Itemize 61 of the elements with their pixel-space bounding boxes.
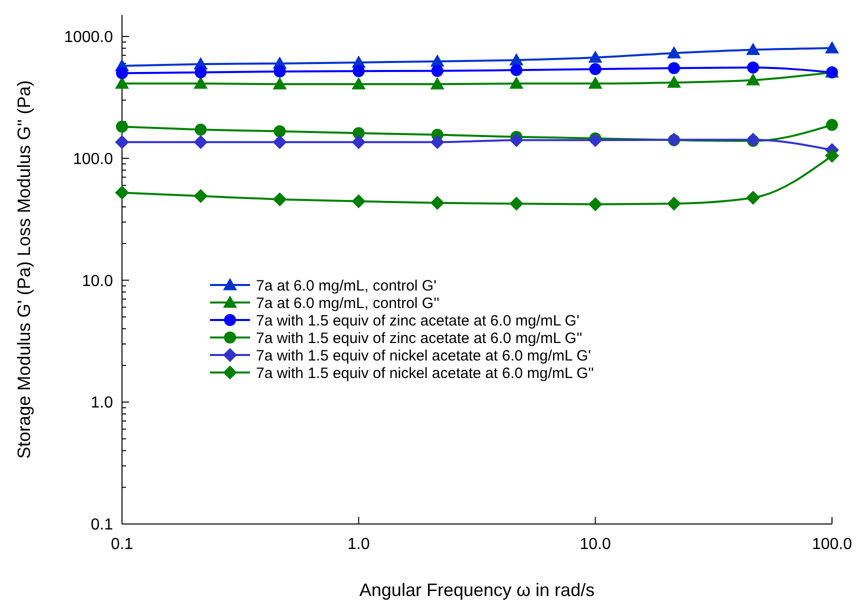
x-axis-title: Angular Frequency ω in rad/s <box>359 580 595 600</box>
point <box>430 135 444 150</box>
point <box>115 135 129 150</box>
point <box>272 135 287 150</box>
legend-label: 7a with 1.5 equiv of nickel acetate at 6.0 mg/mL G'' <box>256 364 594 382</box>
point <box>825 41 839 54</box>
point <box>588 197 602 212</box>
y-tick-label: 10.0 <box>82 272 114 290</box>
point <box>746 190 760 205</box>
point <box>431 64 444 77</box>
x-tick-label: 10.0 <box>580 536 612 553</box>
y-tick-label: 0.1 <box>90 516 114 534</box>
point <box>115 186 129 200</box>
y-axis-title: Storage Modulus G' (Pa) Loss Modulus G'' (Pa) <box>14 80 34 459</box>
y-tick-label: 1.0 <box>90 394 114 412</box>
point <box>746 73 760 86</box>
point <box>510 64 522 76</box>
point <box>352 135 366 150</box>
point <box>588 76 602 89</box>
point <box>825 148 839 163</box>
point <box>667 76 682 88</box>
point <box>509 76 524 89</box>
point <box>274 65 286 78</box>
point <box>352 65 365 78</box>
point <box>430 196 444 210</box>
point <box>668 62 680 74</box>
legend-label: 7a with 1.5 equiv of nickel acetate at 6.0 mg/mL G' <box>256 347 592 364</box>
point <box>116 67 128 80</box>
point <box>116 120 128 133</box>
point <box>747 62 760 74</box>
legend-label: 7a at 6.0 mg/mL, control G'' <box>256 294 440 312</box>
point <box>667 196 682 211</box>
x-tick-label: 0.1 <box>110 536 134 553</box>
x-tick-label: 100.0 <box>812 536 852 553</box>
point <box>194 124 207 136</box>
point <box>194 189 208 203</box>
point <box>272 192 287 206</box>
point <box>430 77 444 90</box>
point <box>115 76 129 89</box>
point <box>272 77 287 90</box>
legend-label: 7a with 1.5 equiv of zinc acetate at 6.0 mg/mL G' <box>256 312 580 330</box>
point <box>352 77 366 90</box>
point <box>194 76 208 89</box>
point <box>352 194 366 208</box>
y-tick-label: 100.0 <box>72 150 114 168</box>
point <box>509 196 524 211</box>
point <box>509 53 524 66</box>
point <box>667 46 682 58</box>
x-tick-label: 1.0 <box>348 536 370 553</box>
point <box>194 66 207 78</box>
point <box>746 42 760 55</box>
point <box>588 133 602 148</box>
point <box>589 63 602 76</box>
legend-label: 7a at 6.0 mg/mL, control G' <box>256 277 437 294</box>
y-tick-label: 1000.0 <box>64 29 114 46</box>
point <box>194 135 208 150</box>
point <box>509 133 524 148</box>
point <box>826 118 838 131</box>
point <box>274 125 286 138</box>
point <box>588 50 602 63</box>
legend-label: 7a with 1.5 equiv of zinc acetate at 6.0 mg/mL G'' <box>256 330 582 347</box>
